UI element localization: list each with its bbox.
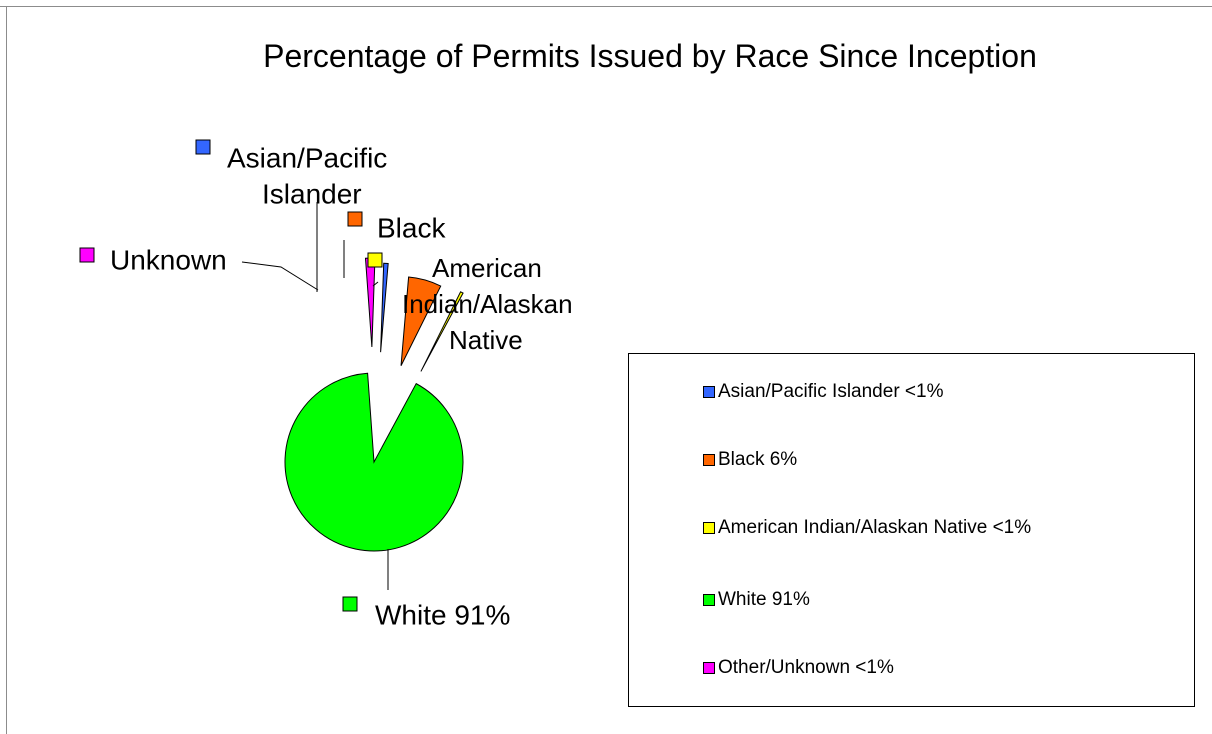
callout-label-black: Black xyxy=(377,212,446,243)
legend-item-other-unknown: Other/Unknown <1% xyxy=(703,656,894,680)
callout-label-american-indian-alaskan-native: Indian/Alaskan xyxy=(402,289,573,319)
legend-swatch-asian-pacific-islander xyxy=(703,386,715,398)
callout-label-american-indian-alaskan-native: American xyxy=(432,253,542,283)
legend-swatch-other-unknown xyxy=(703,662,715,674)
callout-swatch-other-unknown xyxy=(80,248,94,262)
callout-label-asian-pacific-islander: Islander xyxy=(262,178,362,209)
legend-label-asian-pacific-islander: Asian/Pacific Islander <1% xyxy=(718,381,943,403)
legend-swatch-black xyxy=(703,454,715,466)
callout-swatch-asian-pacific-islander xyxy=(196,140,210,154)
callout-label-asian-pacific-islander: Asian/Pacific xyxy=(227,142,387,173)
legend-item-american-indian-alaskan-native: American Indian/Alaskan Native <1% xyxy=(703,516,1031,540)
pie-slice-white xyxy=(285,373,463,551)
legend-swatch-american-indian-alaskan-native xyxy=(703,522,715,534)
legend-item-black: Black 6% xyxy=(703,448,797,472)
callout-swatch-american-indian-alaskan-native xyxy=(368,253,382,267)
legend-label-white: White 91% xyxy=(718,589,810,611)
pie-slice-asian-pacific-islander xyxy=(381,263,389,352)
callout-label-other-unknown: Unknown xyxy=(110,244,227,275)
callout-swatch-white xyxy=(343,597,357,611)
legend-swatch-white xyxy=(703,594,715,606)
chart-legend: Asian/Pacific Islander <1% Black 6% Americ… xyxy=(628,353,1195,707)
legend-item-asian-pacific-islander: Asian/Pacific Islander <1% xyxy=(703,380,943,404)
legend-item-white: White 91% xyxy=(703,588,810,612)
legend-label-other-unknown: Other/Unknown <1% xyxy=(718,657,894,679)
legend-label-black: Black 6% xyxy=(718,449,797,471)
callout-label-american-indian-alaskan-native: Native xyxy=(449,325,523,355)
callout-swatch-black xyxy=(348,212,362,226)
callout-label-white: White 91% xyxy=(375,599,510,630)
pie-slice-other-unknown xyxy=(365,258,375,347)
callout-line-other-unknown xyxy=(242,262,318,290)
legend-label-american-indian-alaskan-native: American Indian/Alaskan Native <1% xyxy=(718,517,1031,539)
